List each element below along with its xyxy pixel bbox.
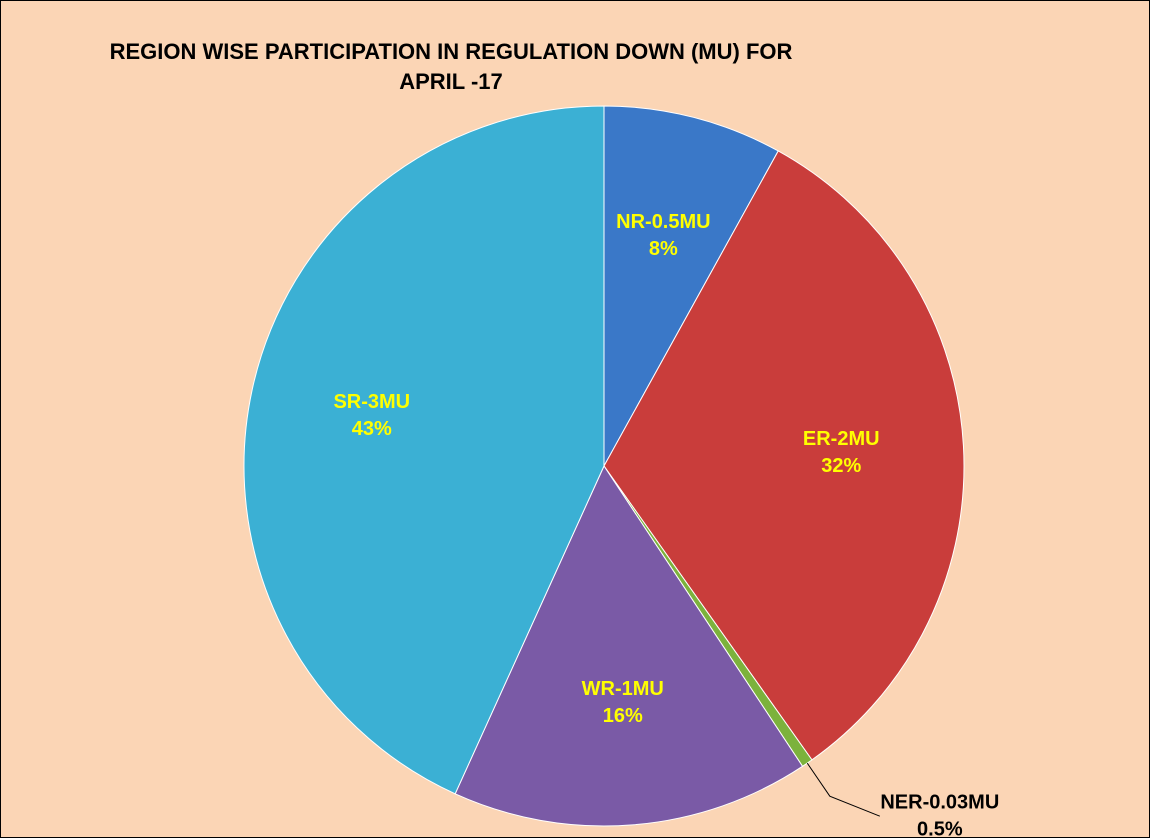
pie-slice	[454, 464, 804, 827]
slice-label: NER-0.03MU	[880, 791, 999, 813]
leader-line	[806, 762, 881, 817]
slice-value-label: 0.5%	[917, 818, 963, 837]
slice-value-label: 16%	[603, 705, 643, 727]
slice-value-label: 32%	[821, 455, 861, 477]
pie-slice	[603, 105, 779, 467]
pie-slice	[243, 105, 605, 795]
slice-label: ER-2MU	[803, 428, 880, 450]
slice-label: NR-0.5MU	[616, 211, 710, 233]
slice-value-label: 43%	[352, 418, 392, 440]
slice-label: SR-3MU	[333, 391, 410, 413]
chart-title: REGION WISE PARTICIPATION IN REGULATION …	[109, 39, 793, 94]
slice-value-label: 8%	[649, 238, 678, 260]
slice-label: WR-1MU	[582, 678, 664, 700]
pie-slice	[603, 150, 965, 761]
